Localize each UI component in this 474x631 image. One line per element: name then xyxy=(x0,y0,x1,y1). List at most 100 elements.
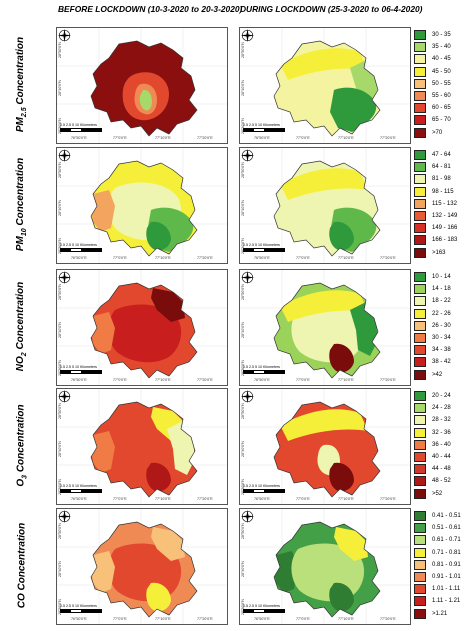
latitude-tick-label: 28°40'0"N xyxy=(241,561,245,577)
longitude-tick-label: 77°20'0"E xyxy=(197,617,213,621)
legend-swatch xyxy=(414,403,426,414)
longitude-tick-label: 77°0'0"E xyxy=(113,497,127,501)
legend-swatch xyxy=(414,42,426,53)
map-o3-during: 0.5 2.5 5 10 Kilometers 76°50'0"E 77°0'0"E… xyxy=(239,388,411,505)
legend-item: >52 xyxy=(414,488,451,500)
legend-swatch xyxy=(414,523,426,534)
latitude-tick-label: 28°40'0"N xyxy=(58,441,62,457)
legend-range-label: 26 - 30 xyxy=(432,322,451,329)
scale-bar-graphic xyxy=(243,248,285,252)
longitude-tick-label: 77°10'0"E xyxy=(338,617,354,621)
legend-swatch xyxy=(414,162,426,173)
scale-bar-graphic xyxy=(243,609,285,613)
longitude-tick-label: 77°0'0"E xyxy=(296,617,310,621)
longitude-tick-label: 77°20'0"E xyxy=(197,136,213,140)
latitude-ticks: 28°50'0"N 28°40'0"N 28°30'0"N xyxy=(58,148,66,263)
legend-item: 32 - 36 xyxy=(414,427,451,439)
legend-swatch xyxy=(414,223,426,234)
latitude-tick-label: 28°50'0"N xyxy=(58,42,62,58)
scale-bar: 0.5 2.5 5 10 Kilometers xyxy=(243,123,285,132)
heading-before-lockdown: BEFORE LOCKDOWN (10-3-2020 to 20-3-2020) xyxy=(58,4,243,14)
latitude-tick-label: 28°40'0"N xyxy=(241,441,245,457)
longitude-tick-label: 77°0'0"E xyxy=(296,256,310,260)
choropleth-map xyxy=(240,389,410,504)
longitude-ticks: 76°50'0"E 77°0'0"E 77°10'0"E 77°20'0"E xyxy=(57,136,227,142)
map-zone-south-core xyxy=(146,462,171,492)
scale-bar: 0.5 2.5 5 10 Kilometers xyxy=(60,123,102,132)
map-zone-west-edge xyxy=(274,551,298,593)
latitude-tick-label: 28°30'0"N xyxy=(241,599,245,615)
legend-item: 64 - 81 xyxy=(414,161,457,173)
legend-range-label: 35 - 40 xyxy=(432,44,451,51)
legend-range-label: >52 xyxy=(432,490,443,497)
pollutant-name: PM xyxy=(15,236,27,252)
legend-range-label: 1.11 - 1.21 xyxy=(432,598,461,605)
legend-swatch xyxy=(414,439,426,450)
legend-item: 81 - 98 xyxy=(414,173,457,185)
legend-item: 40 - 44 xyxy=(414,451,451,463)
longitude-ticks: 76°50'0"E 77°0'0"E 77°10'0"E 77°20'0"E xyxy=(57,497,227,503)
scale-bar: 0.5 2.5 5 10 Kilometers xyxy=(243,484,285,493)
scale-bar: 0.5 2.5 5 10 Kilometers xyxy=(60,243,102,252)
longitude-ticks: 76°50'0"E 77°0'0"E 77°10'0"E 77°20'0"E xyxy=(57,378,227,384)
legend-item: 132 - 149 xyxy=(414,210,457,222)
longitude-tick-label: 76°50'0"E xyxy=(71,497,87,501)
map-zone-north-band xyxy=(280,290,368,322)
legend-range-label: 55 - 60 xyxy=(432,93,451,100)
map-pm10-before: 0.5 2.5 5 10 Kilometers 76°50'0"E 77°0'0"E… xyxy=(56,147,228,264)
map-pm10-during: 0.5 2.5 5 10 Kilometers 76°50'0"E 77°0'0"E… xyxy=(239,147,411,264)
pollutant-name: CO xyxy=(16,593,28,609)
legend-item: 10 - 14 xyxy=(414,271,451,283)
city-boundary xyxy=(90,401,198,498)
scale-bar-graphic xyxy=(243,128,285,132)
map-zone-center-wide xyxy=(108,304,182,363)
legend-range-label: 166 - 183 xyxy=(432,237,458,244)
legend-range-label: 65 - 70 xyxy=(432,117,451,124)
legend-item: 36 - 40 xyxy=(414,439,451,451)
legend-item: 30 - 35 xyxy=(414,29,451,41)
legend-swatch xyxy=(414,284,426,295)
longitude-tick-label: 77°10'0"E xyxy=(338,378,354,382)
legend-item: 0.71 - 0.81 xyxy=(414,547,461,559)
scale-bar-graphic xyxy=(243,489,285,493)
map-zone-south-core xyxy=(146,221,171,251)
scale-bar: 0.5 2.5 5 10 Kilometers xyxy=(243,365,285,374)
legend-range-label: 48 - 52 xyxy=(432,478,451,485)
legend-item: 28 - 32 xyxy=(414,414,451,426)
latitude-tick-label: 28°50'0"N xyxy=(241,42,245,58)
legend-swatch xyxy=(414,91,426,102)
pollutant-label-suffix: Concentration xyxy=(15,404,27,475)
longitude-tick-label: 76°50'0"E xyxy=(254,256,270,260)
pollutant-name: NO xyxy=(15,356,27,372)
legend-range-label: 0.61 - 0.71 xyxy=(432,537,461,544)
pollutant-name: O xyxy=(15,478,27,487)
legend-range-label: 40 - 45 xyxy=(432,56,451,63)
legend-item: 166 - 183 xyxy=(414,234,457,246)
legend-item: 38 - 42 xyxy=(414,356,451,368)
scale-bar-label: 0.5 2.5 5 10 Kilometers xyxy=(60,484,97,488)
legend-item: 48 - 52 xyxy=(414,475,451,487)
city-boundary xyxy=(90,282,198,379)
map-zone-south-core xyxy=(329,582,354,612)
latitude-tick-label: 28°30'0"N xyxy=(241,118,245,134)
legend-item: 115 - 132 xyxy=(414,198,457,210)
legend-item: >42 xyxy=(414,369,451,381)
north-arrow-icon xyxy=(57,389,72,404)
map-no2-before: 0.5 2.5 5 10 Kilometers 76°50'0"E 77°0'0"E… xyxy=(56,269,228,386)
latitude-tick-label: 28°30'0"N xyxy=(58,479,62,495)
legend-range-label: 0.71 - 0.81 xyxy=(432,549,461,556)
legend-item: >1.21 xyxy=(414,608,461,620)
longitude-tick-label: 77°0'0"E xyxy=(296,378,310,382)
map-zone-west-edge xyxy=(91,190,115,232)
legend-swatch xyxy=(414,464,426,475)
legend-range-label: 0.41 - 0.51 xyxy=(432,513,461,520)
legend-item: 44 - 48 xyxy=(414,463,451,475)
latitude-tick-label: 28°30'0"N xyxy=(58,238,62,254)
legend-item: 149 - 166 xyxy=(414,222,457,234)
legend-range-label: 0.91 - 1.01 xyxy=(432,574,461,581)
legend-range-label: 32 - 36 xyxy=(432,429,451,436)
legend-range-label: >70 xyxy=(432,129,443,136)
scale-bar-label: 0.5 2.5 5 10 Kilometers xyxy=(243,604,280,608)
legend-item: 18 - 22 xyxy=(414,295,451,307)
legend-range-label: 0.51 - 0.61 xyxy=(432,525,461,532)
